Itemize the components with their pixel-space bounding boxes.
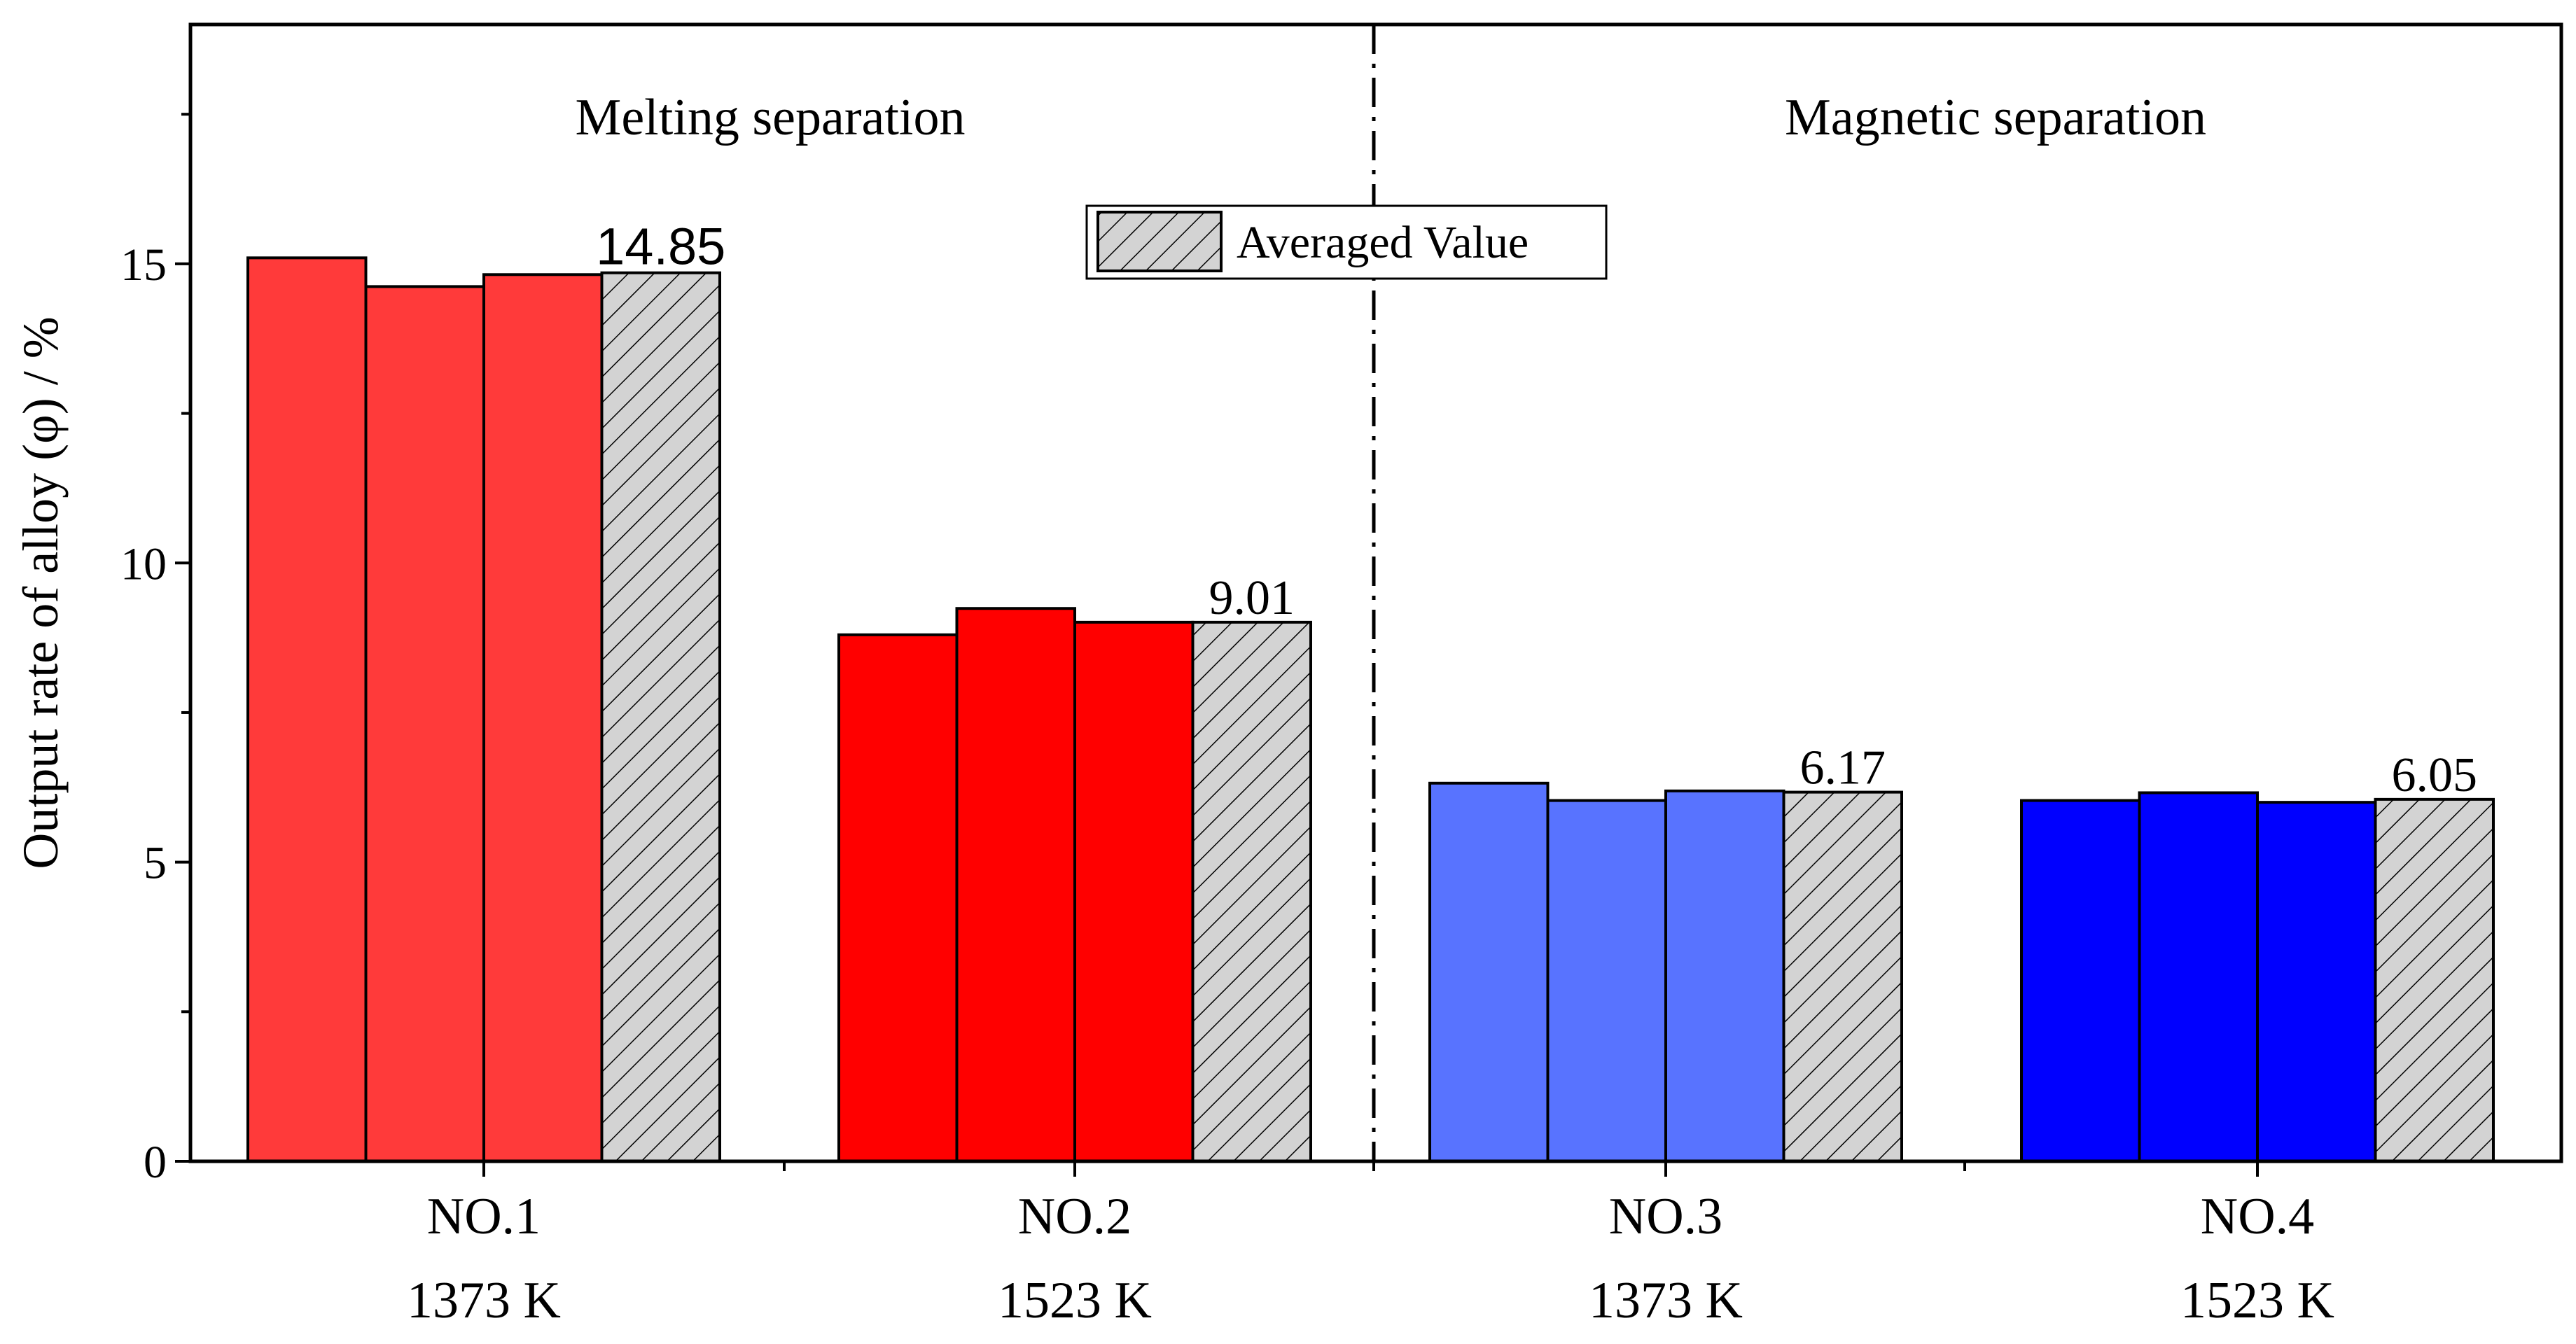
bar-no4-average	[2374, 797, 2495, 1163]
bars-layer	[246, 256, 2495, 1163]
category-label-no2: NO.2	[1018, 1188, 1132, 1245]
bar-no4-run-3	[2256, 801, 2377, 1163]
value-label-no1: 14.85	[596, 218, 725, 276]
bar-no2-run-2	[955, 607, 1076, 1163]
bar-no2-run-3	[1073, 620, 1195, 1163]
y-tick-label: 15	[120, 239, 167, 290]
bar-no3-run-3	[1664, 789, 1785, 1163]
plot-frame	[188, 22, 2563, 1163]
y-tick-label: 5	[144, 838, 167, 889]
value-label-no2: 9.01	[1209, 571, 1295, 625]
category-label-no1: NO.1	[427, 1188, 541, 1245]
x-axis: NO.1 1373 K NO.2 1523 K NO.3 1373 K NO.4 1523 K	[407, 1161, 2334, 1329]
bar-no3-average	[1782, 790, 1903, 1163]
category-label-no3: NO.3	[1609, 1188, 1722, 1245]
bar-no4-run-2	[2138, 791, 2259, 1163]
bar-no1-run-2	[364, 285, 485, 1163]
y-axis-title: Output rate of alloy (φ) / %	[13, 316, 69, 869]
bar-no3-run-1	[1428, 781, 1550, 1163]
value-label-no4: 6.05	[2392, 748, 2478, 802]
legend: Averaged Value	[1085, 204, 1608, 280]
bar-no2-run-1	[837, 633, 959, 1163]
bar-no1-run-3	[482, 273, 604, 1163]
bar-no4-run-1	[2020, 799, 2141, 1163]
bar-no1-run-1	[246, 256, 368, 1163]
y-axis: 0 5 10 15	[120, 113, 190, 1188]
bar-no1-average	[600, 271, 721, 1163]
y-tick-label: 0	[144, 1137, 167, 1188]
temperature-label-no4: 1523 K	[2180, 1272, 2334, 1329]
bar-no3-run-2	[1546, 799, 1667, 1163]
category-label-no4: NO.4	[2201, 1188, 2314, 1245]
bar-no2-average	[1191, 620, 1312, 1163]
legend-swatch	[1096, 211, 1223, 272]
temperature-label-no2: 1523 K	[998, 1272, 1152, 1329]
section-label-magnetic: Magnetic separation	[1785, 89, 2206, 146]
value-label-no3: 6.17	[1800, 741, 1886, 795]
temperature-label-no1: 1373 K	[407, 1272, 561, 1329]
y-tick-label: 10	[120, 538, 167, 589]
temperature-label-no3: 1373 K	[1589, 1272, 1743, 1329]
section-label-melting: Melting separation	[576, 89, 966, 146]
legend-label: Averaged Value	[1237, 217, 1529, 268]
value-labels-layer: 14.85 9.01 6.17 6.05	[596, 218, 2477, 802]
